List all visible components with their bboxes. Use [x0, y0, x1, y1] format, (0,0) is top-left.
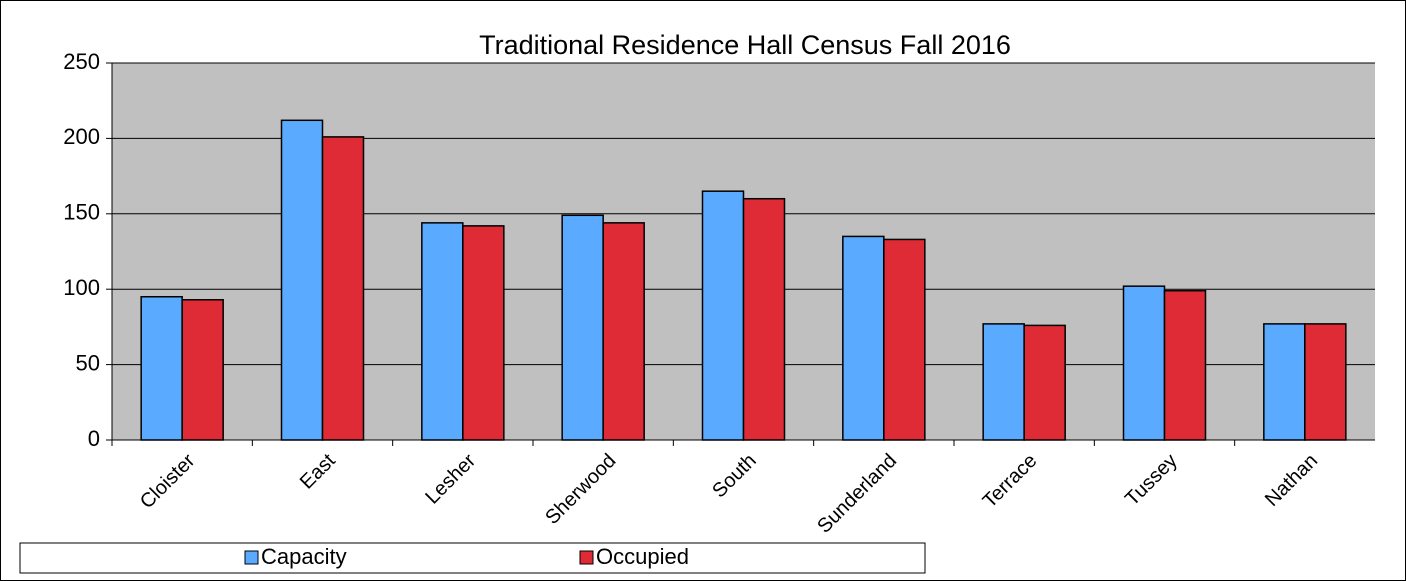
bar [140, 295, 183, 441]
legend-swatch [244, 550, 259, 565]
bar [883, 238, 926, 441]
y-tick-label: 250 [63, 49, 100, 74]
bar [321, 136, 365, 441]
bar [982, 323, 1025, 441]
bar [701, 190, 745, 441]
bar [602, 222, 645, 441]
legend-swatch [579, 550, 594, 565]
bar [280, 119, 324, 441]
bar [1304, 323, 1347, 441]
legend-label: Occupied [596, 544, 689, 569]
bar [742, 197, 786, 441]
bar [1023, 324, 1066, 441]
y-tick-label: 0 [88, 426, 100, 451]
legend-label: Capacity [261, 544, 347, 569]
chart-title: Traditional Residence Hall Census Fall 2… [479, 30, 1011, 60]
bar [561, 214, 604, 441]
y-tick-label: 50 [76, 350, 100, 375]
y-tick-label: 150 [63, 200, 100, 225]
y-tick-label: 200 [63, 124, 100, 149]
bar [1263, 323, 1306, 441]
bar [1163, 289, 1207, 441]
bar [1122, 285, 1166, 441]
bar [462, 225, 505, 441]
bar [842, 235, 885, 441]
bar [181, 299, 224, 441]
y-tick-label: 100 [63, 275, 100, 300]
bar [421, 222, 464, 441]
legend [19, 542, 926, 574]
